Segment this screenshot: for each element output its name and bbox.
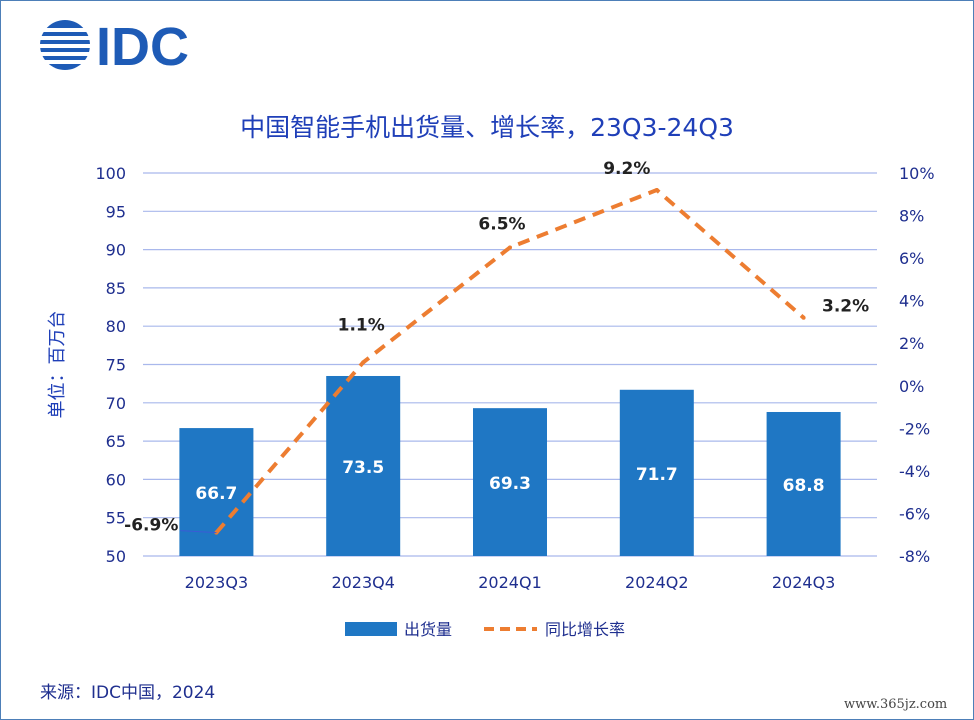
y2-tick-label: -4%: [899, 462, 930, 481]
bar-data-label: 73.5: [342, 458, 384, 478]
bar: [179, 428, 254, 556]
idc-logo: IDC: [38, 17, 189, 74]
y-tick-label: 80: [106, 317, 126, 336]
bar: [766, 411, 841, 556]
bar-data-label: 69.3: [489, 474, 531, 494]
watermark: www.365jz.com: [844, 697, 948, 712]
y-tick-label: 75: [106, 356, 126, 375]
y-tick-label: 60: [106, 470, 126, 489]
x-tick-label: 2024Q3: [772, 573, 836, 592]
x-tick-label: 2023Q3: [185, 573, 249, 592]
y-tick-label: 95: [106, 202, 126, 221]
line-data-label: -6.9%: [124, 516, 178, 536]
y2-tick-label: 6%: [899, 249, 924, 268]
y-tick-label: 50: [106, 547, 126, 566]
y-tick-label: 85: [106, 279, 126, 298]
y2-tick-label: 8%: [899, 207, 924, 226]
y2-tick-label: 10%: [899, 164, 935, 183]
y2-tick-label: 2%: [899, 334, 924, 353]
y2-tick-label: -6%: [899, 504, 930, 523]
line-point: [508, 245, 512, 250]
y2-tick-label: -2%: [899, 419, 930, 438]
x-tick-label: 2024Q1: [478, 573, 542, 592]
legend-label-line: 同比增长率: [545, 620, 625, 639]
y-tick-label: 55: [106, 509, 126, 528]
bar-data-label: 66.7: [195, 484, 237, 504]
source-note: 来源：IDC中国，2024: [40, 683, 216, 703]
y2-tick-label: 4%: [899, 292, 924, 311]
line-point: [801, 315, 806, 320]
y2-tick-label: 0%: [899, 377, 924, 396]
line-data-label: 6.5%: [478, 214, 525, 234]
bar: [619, 389, 694, 556]
line-data-label: 1.1%: [338, 315, 385, 335]
legend-label-bar: 出货量: [404, 620, 452, 639]
line-point: [361, 360, 366, 365]
bar: [326, 375, 401, 556]
x-tick-label: 2023Q4: [331, 573, 395, 592]
y-tick-label: 100: [95, 164, 126, 183]
label-leader-line: [180, 530, 217, 534]
line-point: [654, 188, 659, 193]
bar-data-label: 71.7: [636, 465, 678, 485]
x-tick-label: 2024Q2: [625, 573, 689, 592]
y-tick-label: 90: [106, 241, 126, 260]
legend-swatch-bar: [345, 622, 397, 636]
bar-data-label: 68.8: [783, 476, 825, 496]
y-axis-label: 单位：百万台: [47, 311, 68, 419]
y-tick-label: 65: [106, 432, 126, 451]
line-data-label: 9.2%: [603, 159, 650, 179]
chart-title: 中国智能手机出货量、增长率，23Q3-24Q3: [240, 113, 734, 142]
line-data-label: 3.2%: [822, 297, 869, 317]
y2-tick-label: -8%: [899, 547, 930, 566]
bar: [473, 408, 547, 556]
y-tick-label: 70: [106, 394, 126, 413]
logo-text: IDC: [96, 17, 189, 74]
